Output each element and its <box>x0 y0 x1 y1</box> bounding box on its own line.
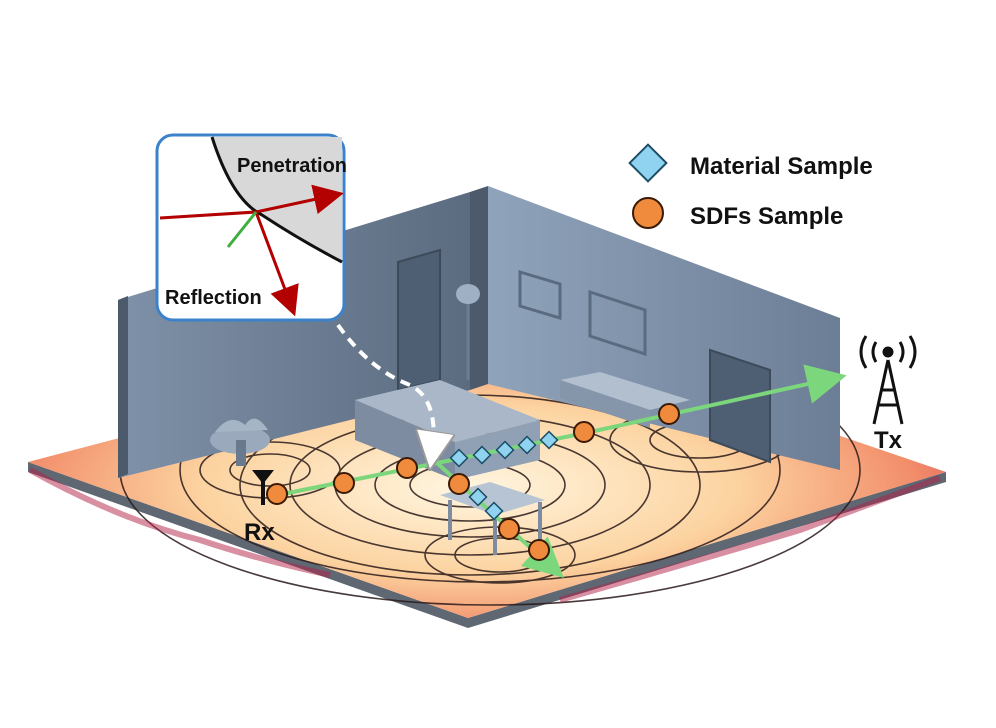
material-sample-marker <box>484 501 504 521</box>
receiver-label: Rx <box>244 519 275 546</box>
material-samples <box>449 430 559 521</box>
sdf-sample-marker <box>573 421 595 443</box>
sdf-sample-marker <box>266 483 288 505</box>
legend: Material Sample SDFs Sample <box>628 143 873 230</box>
penetration-label: Penetration <box>237 155 347 177</box>
material-sample-marker <box>468 487 488 507</box>
interaction-inset: Penetration Reflection <box>155 133 347 322</box>
sdf-samples <box>266 403 680 561</box>
material-sample-marker <box>517 435 537 455</box>
legend-sdf-label: SDFs Sample <box>690 203 843 230</box>
material-sample-marker <box>539 430 559 450</box>
sdf-sample-marker <box>448 473 470 495</box>
furniture <box>210 372 690 555</box>
sdf-sample-legend-icon <box>632 197 664 229</box>
legend-material-label: Material Sample <box>690 153 873 180</box>
sdf-sample-marker <box>658 403 680 425</box>
sdf-sample-marker <box>333 472 355 494</box>
material-sample-legend-icon <box>628 143 668 183</box>
receiver-antenna-icon <box>252 470 274 505</box>
transmitter-label: Tx <box>874 427 903 454</box>
reflection-label: Reflection <box>165 287 262 309</box>
material-sample-marker <box>495 440 515 460</box>
sdf-sample-marker <box>498 518 520 540</box>
inset-pointer <box>336 323 434 455</box>
material-sample-marker <box>472 445 492 465</box>
material-sample-marker <box>449 448 469 468</box>
sdf-sample-marker <box>396 457 418 479</box>
sdf-sample-marker <box>528 539 550 561</box>
transmitter-tower-icon <box>859 335 917 425</box>
